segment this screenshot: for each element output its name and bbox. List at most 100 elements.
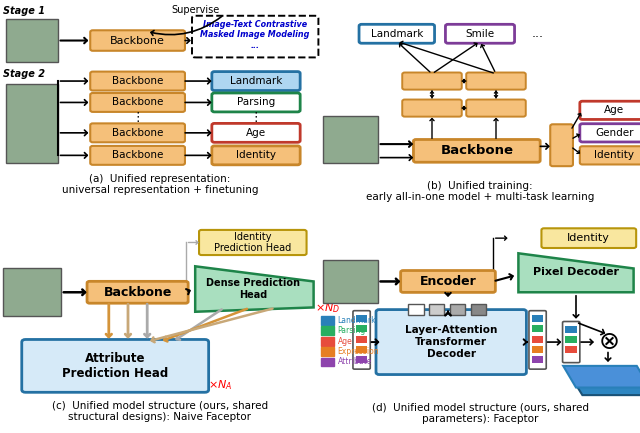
FancyBboxPatch shape — [356, 325, 367, 332]
FancyBboxPatch shape — [466, 100, 526, 116]
Text: Attribute: Attribute — [338, 358, 372, 366]
FancyBboxPatch shape — [445, 24, 515, 43]
Text: Landmark: Landmark — [338, 316, 376, 325]
FancyBboxPatch shape — [532, 356, 543, 363]
FancyBboxPatch shape — [90, 146, 185, 165]
FancyBboxPatch shape — [199, 230, 307, 255]
FancyBboxPatch shape — [356, 336, 367, 343]
FancyBboxPatch shape — [212, 146, 300, 165]
FancyBboxPatch shape — [450, 304, 465, 315]
Polygon shape — [570, 375, 640, 395]
Text: Parsing: Parsing — [338, 326, 366, 335]
Text: Backbone: Backbone — [440, 144, 513, 157]
FancyBboxPatch shape — [353, 311, 370, 369]
Text: (b)  Unified training:
early all-in-one model + multi-task learning: (b) Unified training: early all-in-one m… — [366, 181, 594, 202]
FancyBboxPatch shape — [192, 16, 319, 58]
FancyBboxPatch shape — [566, 326, 577, 333]
FancyBboxPatch shape — [566, 336, 577, 343]
FancyBboxPatch shape — [532, 315, 543, 322]
FancyBboxPatch shape — [541, 228, 636, 248]
Text: $\otimes$: $\otimes$ — [598, 330, 618, 354]
Text: Backbone: Backbone — [112, 97, 163, 107]
Text: Pixel Decoder: Pixel Decoder — [533, 267, 619, 277]
Text: ...: ... — [532, 27, 543, 40]
FancyBboxPatch shape — [87, 281, 188, 303]
FancyBboxPatch shape — [532, 325, 543, 332]
Text: Stage 2: Stage 2 — [3, 69, 45, 79]
Polygon shape — [563, 366, 640, 388]
Polygon shape — [518, 253, 634, 292]
Text: $\times N_A$: $\times N_A$ — [208, 378, 232, 392]
Text: $\times N_D$: $\times N_D$ — [315, 302, 340, 315]
Text: Age: Age — [246, 128, 266, 138]
Text: Identity: Identity — [595, 150, 634, 160]
FancyBboxPatch shape — [321, 326, 334, 335]
FancyBboxPatch shape — [429, 304, 445, 315]
FancyBboxPatch shape — [212, 71, 300, 90]
FancyBboxPatch shape — [529, 311, 547, 369]
FancyBboxPatch shape — [580, 146, 640, 165]
FancyBboxPatch shape — [408, 304, 424, 315]
Text: Stage 1: Stage 1 — [3, 6, 45, 16]
FancyBboxPatch shape — [356, 346, 367, 353]
Text: Supervise: Supervise — [171, 5, 220, 15]
FancyBboxPatch shape — [22, 339, 209, 392]
Text: (a)  Unified representation:
universal representation + finetuning: (a) Unified representation: universal re… — [61, 174, 259, 195]
FancyBboxPatch shape — [580, 124, 640, 142]
Text: Backbone: Backbone — [112, 150, 163, 160]
FancyBboxPatch shape — [212, 93, 300, 112]
Text: Dense Prediction
Head: Dense Prediction Head — [206, 278, 300, 300]
Text: Smile: Smile — [465, 29, 495, 39]
FancyBboxPatch shape — [6, 84, 58, 163]
Text: Identity
Prediction Head: Identity Prediction Head — [214, 232, 291, 253]
FancyBboxPatch shape — [403, 100, 462, 116]
FancyBboxPatch shape — [356, 315, 367, 322]
Text: (c)  Unified model structure (ours, shared
structural designs): Naive Faceptor: (c) Unified model structure (ours, share… — [52, 401, 268, 422]
FancyBboxPatch shape — [321, 316, 334, 325]
FancyBboxPatch shape — [376, 310, 526, 375]
Text: Age: Age — [604, 105, 625, 115]
FancyBboxPatch shape — [321, 358, 334, 366]
FancyBboxPatch shape — [532, 336, 543, 343]
FancyBboxPatch shape — [323, 260, 378, 303]
Text: Image-Text Contrastive
Masked Image Modeling
...: Image-Text Contrastive Masked Image Mode… — [200, 20, 310, 50]
Text: Landmark: Landmark — [371, 29, 423, 39]
Text: ⋮: ⋮ — [131, 111, 144, 124]
FancyBboxPatch shape — [466, 72, 526, 90]
Text: Attribute
Prediction Head: Attribute Prediction Head — [62, 352, 168, 380]
Text: Landmark: Landmark — [230, 76, 282, 86]
FancyBboxPatch shape — [580, 101, 640, 120]
Text: Backbone: Backbone — [112, 76, 163, 86]
Text: Backbone: Backbone — [110, 36, 165, 45]
Text: Expression: Expression — [338, 347, 380, 356]
Text: (d)  Unified model structure (ours, shared
parameters): Faceptor: (d) Unified model structure (ours, share… — [371, 403, 589, 424]
FancyBboxPatch shape — [90, 123, 185, 142]
Polygon shape — [195, 266, 314, 312]
FancyBboxPatch shape — [563, 321, 580, 362]
Text: Backbone: Backbone — [112, 128, 163, 138]
FancyBboxPatch shape — [532, 346, 543, 353]
FancyBboxPatch shape — [356, 356, 367, 363]
Text: Parsing: Parsing — [237, 97, 275, 107]
Text: Encoder: Encoder — [420, 275, 476, 288]
FancyBboxPatch shape — [3, 268, 61, 316]
FancyBboxPatch shape — [566, 346, 577, 353]
FancyBboxPatch shape — [321, 337, 334, 346]
FancyBboxPatch shape — [321, 347, 334, 356]
Text: ⋮: ⋮ — [250, 111, 262, 124]
FancyBboxPatch shape — [323, 116, 378, 163]
Text: Gender: Gender — [595, 128, 634, 138]
FancyBboxPatch shape — [6, 19, 58, 62]
Text: Age: Age — [338, 337, 353, 346]
Text: Layer-Attention
Transformer
Decoder: Layer-Attention Transformer Decoder — [405, 326, 497, 359]
FancyBboxPatch shape — [90, 71, 185, 90]
Text: Backbone: Backbone — [104, 286, 172, 299]
FancyBboxPatch shape — [471, 304, 486, 315]
Text: Identity: Identity — [236, 150, 276, 160]
Text: Identity: Identity — [568, 233, 610, 243]
FancyBboxPatch shape — [401, 271, 495, 292]
FancyBboxPatch shape — [550, 124, 573, 166]
FancyBboxPatch shape — [212, 123, 300, 142]
FancyBboxPatch shape — [90, 30, 185, 51]
FancyBboxPatch shape — [90, 93, 185, 112]
